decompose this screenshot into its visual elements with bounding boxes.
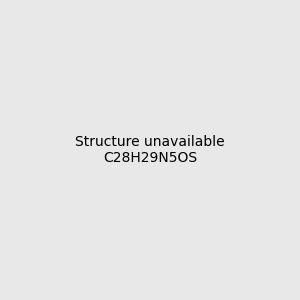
Text: Structure unavailable
C28H29N5OS: Structure unavailable C28H29N5OS bbox=[75, 135, 225, 165]
